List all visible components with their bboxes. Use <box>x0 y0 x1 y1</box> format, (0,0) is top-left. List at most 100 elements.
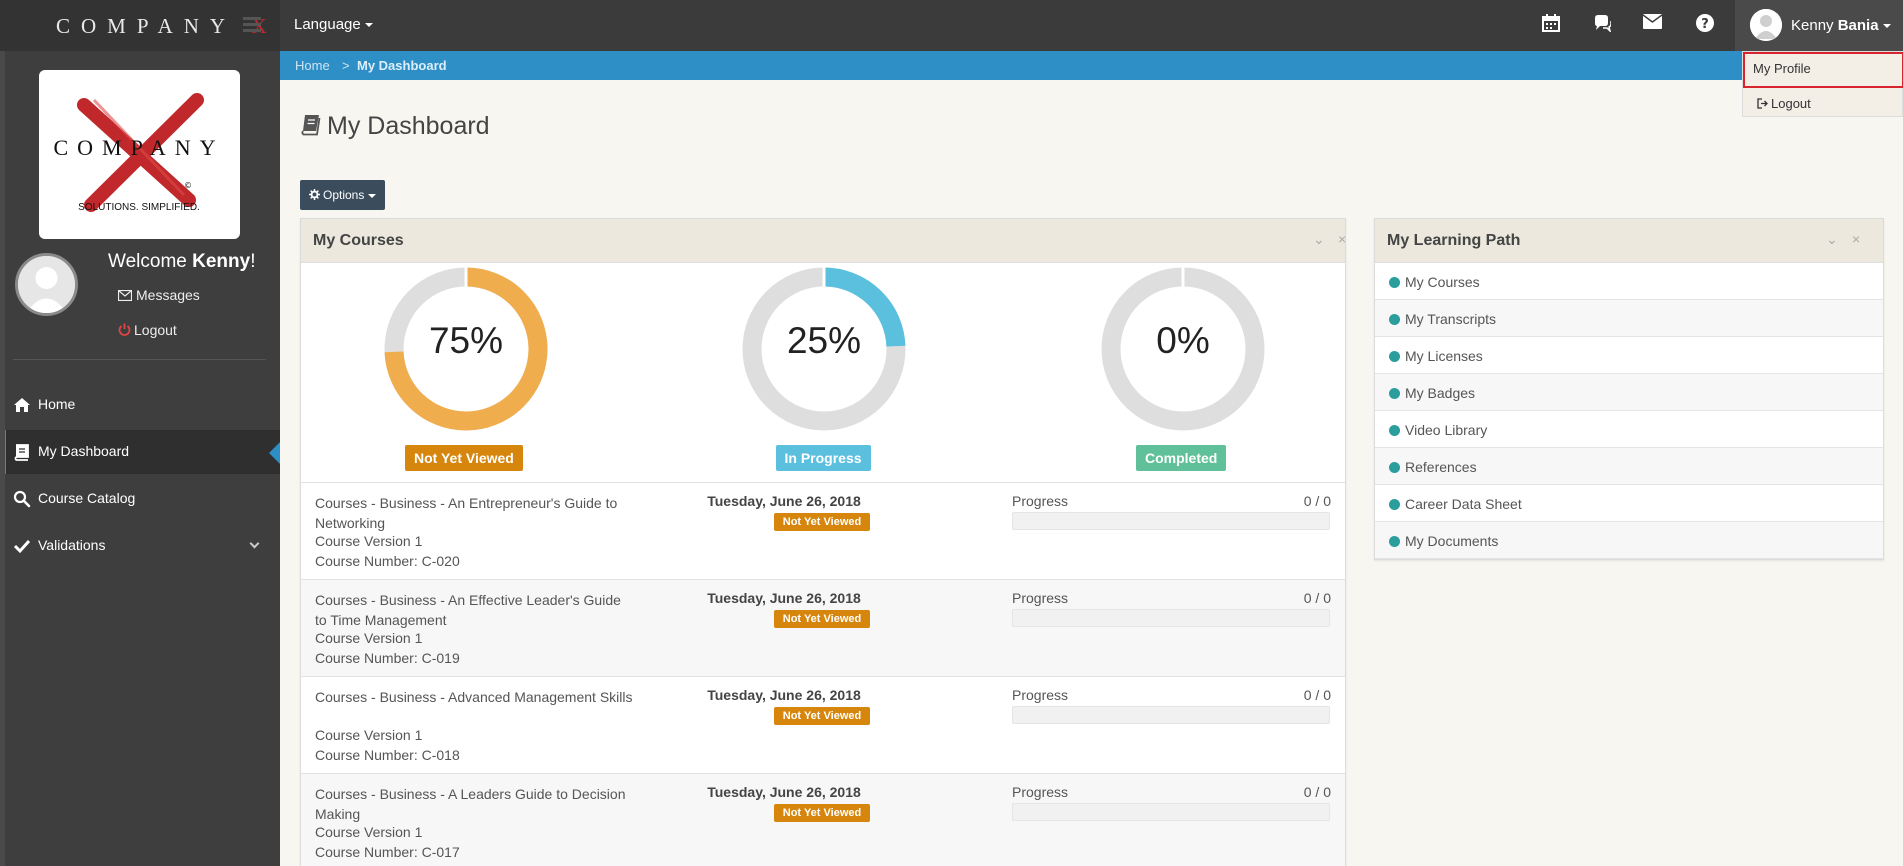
logout-label: Logout <box>134 322 177 338</box>
envelope-icon[interactable] <box>1642 14 1662 34</box>
bullet-icon <box>1389 351 1400 362</box>
close-icon[interactable]: × <box>1852 231 1861 247</box>
course-title[interactable]: Courses - Business - A Leaders Guide to … <box>315 786 626 822</box>
welcome-suffix: ! <box>250 251 256 272</box>
envelope-outline-icon <box>117 289 133 302</box>
logo-copyright-mark: © <box>184 181 192 190</box>
bullet-icon <box>1389 499 1400 510</box>
bullet-icon <box>1389 277 1400 288</box>
bullet-icon <box>1389 388 1400 399</box>
course-date: Tuesday, June 26, 2018 <box>707 784 861 800</box>
sidebar-item-label: Course Catalog <box>38 490 136 506</box>
book-icon <box>301 115 321 136</box>
help-icon[interactable]: ? <box>1695 14 1715 34</box>
learning-path-item[interactable]: My Badges <box>1375 374 1883 411</box>
panel-title: My Courses <box>313 232 404 249</box>
course-title[interactable]: Courses - Business - An Entrepreneur's G… <box>315 495 618 531</box>
power-icon <box>118 323 131 336</box>
learning-path-label: My Licenses <box>1405 348 1483 364</box>
learning-path-label: Career Data Sheet <box>1405 496 1522 512</box>
menu-toggle-icon[interactable] <box>243 17 261 33</box>
status-badge: Not Yet Viewed <box>774 610 870 628</box>
user-last-name: Bania <box>1837 17 1879 34</box>
breadcrumb-home-link[interactable]: Home <box>295 58 330 73</box>
options-button[interactable]: Options <box>300 180 385 210</box>
panel-header: My Courses ⌄ × <box>301 219 1347 263</box>
my-courses-panel: My Courses ⌄ × 75% Not Yet Viewed 25% In Pr… <box>300 218 1346 866</box>
bullet-icon <box>1389 462 1400 473</box>
course-version: Course Version 1 <box>315 824 423 840</box>
svg-text:?: ? <box>1701 17 1709 32</box>
collapse-icon[interactable]: ⌄ <box>1313 231 1325 247</box>
welcome-name: Kenny <box>192 251 251 272</box>
gear-icon <box>308 189 320 200</box>
donut-separator <box>1181 267 1185 289</box>
course-title[interactable]: Courses - Business - Advanced Management… <box>315 689 633 705</box>
learning-path-item[interactable]: Career Data Sheet <box>1375 485 1883 522</box>
messages-label: Messages <box>136 287 200 303</box>
chat-icon[interactable] <box>1592 14 1612 34</box>
progress-count: 0 / 0 <box>1303 590 1331 606</box>
book-icon <box>14 444 29 461</box>
my-profile-menu-item[interactable]: My Profile <box>1743 52 1903 88</box>
logo-tagline: SOLUTIONS. SIMPLIFIED. <box>78 202 200 213</box>
language-label: Language <box>294 16 361 33</box>
donut-separator <box>464 267 468 289</box>
status-label: Completed <box>1136 445 1227 471</box>
status-badge: Not Yet Viewed <box>774 804 870 822</box>
brand-logo-text[interactable]: COMPANY X <box>56 14 278 39</box>
caret-down-icon <box>368 193 377 198</box>
brand-area: COMPANY X <box>0 0 280 51</box>
learning-path-item[interactable]: My Documents <box>1375 522 1883 559</box>
learning-path-item[interactable]: My Licenses <box>1375 337 1883 374</box>
user-menu-toggle[interactable]: Kenny Bania <box>1735 0 1903 51</box>
user-first-name: Kenny <box>1791 17 1834 34</box>
my-profile-label: My Profile <box>1753 61 1811 76</box>
collapse-icon[interactable]: ⌄ <box>1826 231 1838 247</box>
logout-menu-item[interactable]: Logout <box>1743 92 1903 115</box>
breadcrumb-separator: > <box>342 58 350 73</box>
calendar-icon[interactable] <box>1541 14 1561 34</box>
breadcrumb-current: My Dashboard <box>357 58 447 73</box>
sidebar-item-my-dashboard[interactable]: My Dashboard <box>0 430 280 474</box>
messages-link[interactable]: Messages <box>117 287 200 303</box>
course-date: Tuesday, June 26, 2018 <box>707 493 861 509</box>
course-date: Tuesday, June 26, 2018 <box>707 687 861 703</box>
learning-path-item[interactable]: References <box>1375 448 1883 485</box>
options-label: Options <box>322 188 365 202</box>
course-title[interactable]: Courses - Business - An Effective Leader… <box>315 592 621 628</box>
close-icon[interactable]: × <box>1338 231 1347 247</box>
language-dropdown[interactable]: Language <box>294 16 373 33</box>
progress-count: 0 / 0 <box>1303 687 1331 703</box>
learning-path-label: My Transcripts <box>1405 311 1497 327</box>
user-avatar <box>1750 9 1782 41</box>
learning-path-label: My Courses <box>1405 274 1480 290</box>
donut-percent: 75% <box>428 320 504 361</box>
sidebar: COMPANY © SOLUTIONS. SIMPLIFIED. Welcome… <box>0 51 280 866</box>
sidebar-item-validations[interactable]: Validations <box>0 524 280 568</box>
sidebar-logout-link[interactable]: Logout <box>118 322 177 338</box>
course-number: Course Number: C-020 <box>315 553 460 569</box>
user-dropdown-menu: My Profile Logout <box>1742 51 1903 117</box>
learning-path-item[interactable]: My Transcripts <box>1375 300 1883 337</box>
progress-label: Progress <box>1012 784 1069 800</box>
sidebar-item-course-catalog[interactable]: Course Catalog <box>0 477 280 521</box>
progress-label: Progress <box>1012 687 1069 703</box>
progress-bar <box>1012 609 1330 627</box>
sidebar-item-home[interactable]: Home <box>0 383 280 427</box>
learning-path-label: References <box>1405 459 1477 475</box>
sidebar-divider <box>13 359 266 360</box>
brand-x: X <box>251 14 278 38</box>
company-logo: COMPANY © SOLUTIONS. SIMPLIFIED. <box>39 70 240 239</box>
user-name: Kenny Bania <box>1791 17 1891 34</box>
course-number: Course Number: C-019 <box>315 650 460 666</box>
learning-path-label: Video Library <box>1405 422 1488 438</box>
welcome-prefix: Welcome <box>108 251 193 272</box>
progress-bar <box>1012 706 1330 724</box>
learning-path-item[interactable]: Video Library <box>1375 411 1883 448</box>
learning-path-item[interactable]: My Courses <box>1375 263 1883 300</box>
bullet-icon <box>1389 536 1400 547</box>
table-row: Courses - Business - Advanced Management… <box>301 676 1345 773</box>
course-number: Course Number: C-018 <box>315 747 460 763</box>
donut-chart: 25% <box>739 264 909 434</box>
